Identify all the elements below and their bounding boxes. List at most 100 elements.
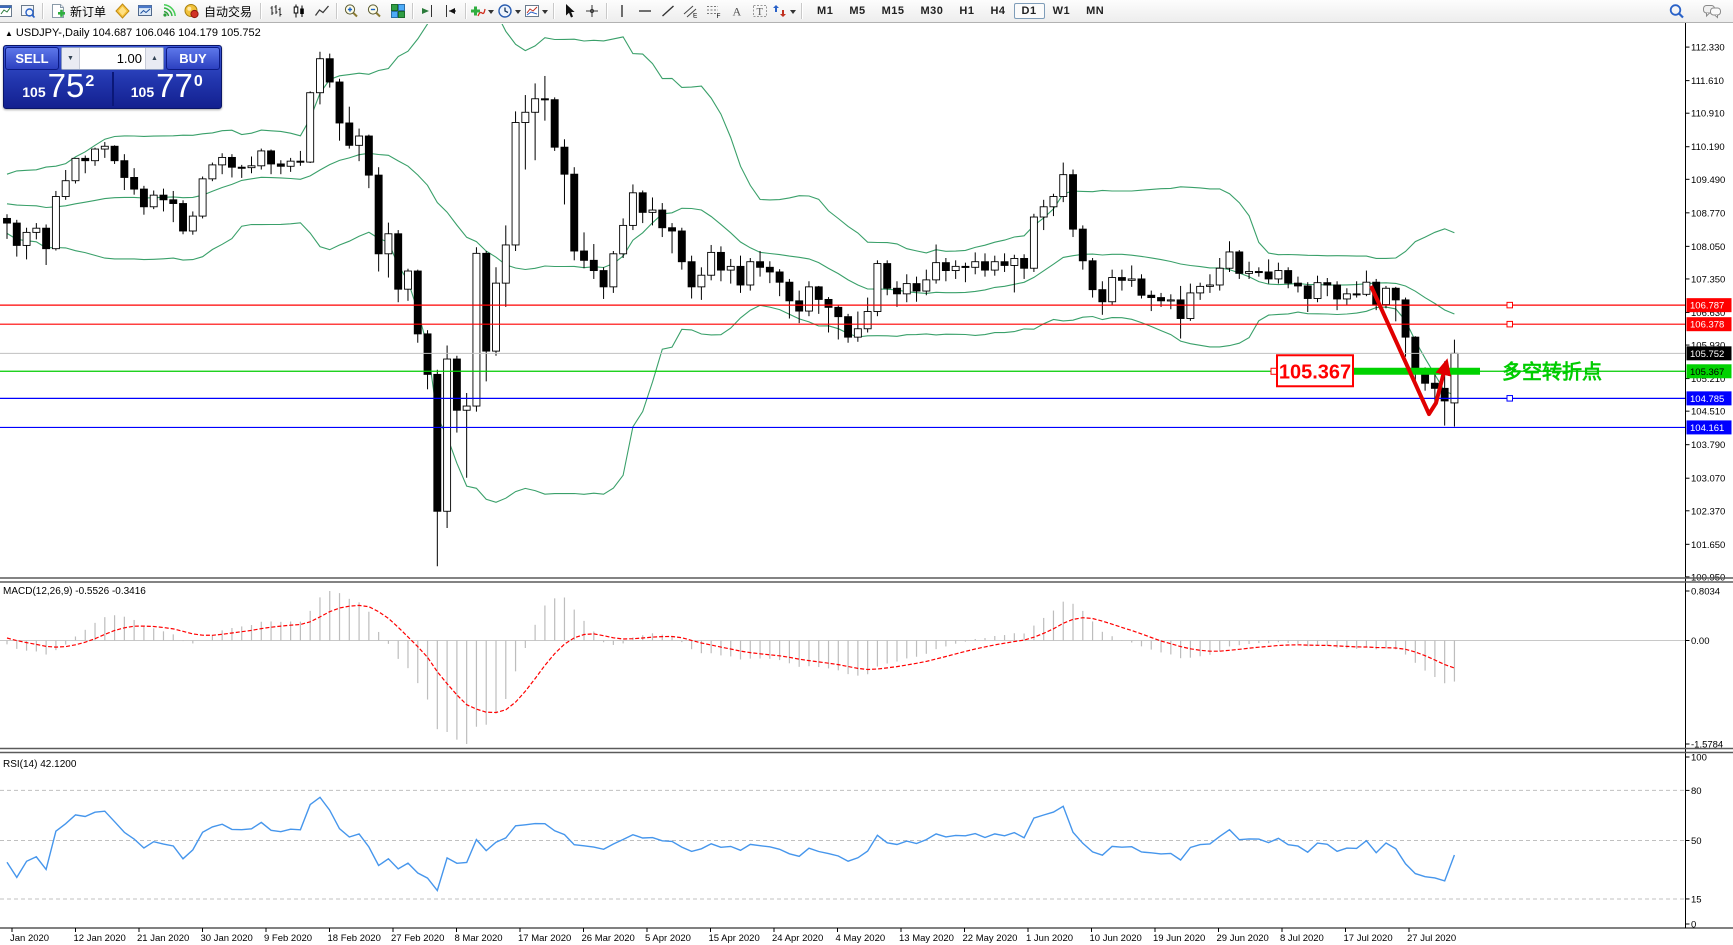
tf-m15[interactable]: M15 bbox=[881, 5, 905, 17]
svg-text:19 Jun 2020: 19 Jun 2020 bbox=[1153, 933, 1205, 944]
svg-text:0.00: 0.00 bbox=[1691, 636, 1710, 647]
tf-mn[interactable]: MN bbox=[1086, 5, 1105, 17]
chat-icon[interactable] bbox=[1700, 1, 1723, 21]
svg-text:8 Mar 2020: 8 Mar 2020 bbox=[455, 933, 503, 944]
volume-input[interactable] bbox=[80, 48, 145, 69]
crosshair-icon[interactable] bbox=[580, 1, 603, 21]
svg-text:104.161: 104.161 bbox=[1690, 423, 1724, 434]
bar-chart-icon[interactable] bbox=[264, 1, 287, 21]
sell-button[interactable]: SELL bbox=[5, 47, 59, 70]
new-order-icon[interactable] bbox=[46, 1, 69, 21]
volume-increase-button[interactable]: ▲ bbox=[145, 48, 163, 69]
svg-text:0: 0 bbox=[1691, 920, 1696, 931]
templates-icon[interactable] bbox=[523, 1, 550, 21]
sell-price-sup: 2 bbox=[85, 73, 95, 90]
autotrading-icon[interactable] bbox=[180, 1, 203, 21]
buy-price-sup: 0 bbox=[193, 73, 203, 90]
buy-price-prefix: 105 bbox=[130, 84, 155, 100]
arrows-icon[interactable] bbox=[771, 1, 798, 21]
svg-text:103.070: 103.070 bbox=[1691, 474, 1725, 485]
cursor-icon[interactable] bbox=[557, 1, 580, 21]
annotations[interactable]: 105.367 多空转折点 bbox=[1270, 285, 1602, 416]
svg-text:9 Feb 2020: 9 Feb 2020 bbox=[264, 933, 312, 944]
chart-shift-icon[interactable] bbox=[439, 1, 462, 21]
svg-text:29 Jun 2020: 29 Jun 2020 bbox=[1217, 933, 1269, 944]
zoom-in-icon[interactable] bbox=[340, 1, 363, 21]
svg-text:0.8034: 0.8034 bbox=[1691, 587, 1720, 598]
sell-price[interactable]: 105 75 2 bbox=[4, 67, 113, 108]
chart-title: ▲ USDJPY-,Daily 104.687 106.046 104.179 1… bbox=[5, 27, 261, 39]
tf-w1[interactable]: W1 bbox=[1052, 5, 1071, 17]
svg-text:24 Apr 2020: 24 Apr 2020 bbox=[772, 933, 823, 944]
new-chart-icon[interactable] bbox=[0, 1, 16, 21]
price-axis: 112.330 111.610 110.910 110.190 109.490 108.7… bbox=[1685, 23, 1732, 928]
new-order-label[interactable]: 新订单 bbox=[70, 4, 107, 19]
main-toolbar: 新订单 自动交易 E F A T M1 M5 bbox=[0, 0, 1733, 23]
auto-scroll-icon[interactable] bbox=[416, 1, 439, 21]
fibonacci-icon[interactable]: F bbox=[702, 1, 725, 21]
svg-text:50: 50 bbox=[1691, 836, 1702, 847]
svg-text:105.210: 105.210 bbox=[1691, 374, 1725, 385]
svg-text:5 Apr 2020: 5 Apr 2020 bbox=[645, 933, 691, 944]
buy-price-big: 77 bbox=[156, 67, 193, 104]
autotrading-label[interactable]: 自动交易 bbox=[204, 4, 253, 19]
tf-m5[interactable]: M5 bbox=[849, 5, 866, 17]
svg-text:4 May 2020: 4 May 2020 bbox=[836, 933, 886, 944]
svg-text:15 Apr 2020: 15 Apr 2020 bbox=[709, 933, 760, 944]
svg-text:106.630: 106.630 bbox=[1691, 308, 1725, 319]
panel-divider bbox=[112, 72, 114, 106]
horizontal-line-icon[interactable] bbox=[633, 1, 656, 21]
trendline-icon[interactable] bbox=[656, 1, 679, 21]
sell-price-prefix: 105 bbox=[22, 84, 46, 100]
zoom-out-icon[interactable] bbox=[363, 1, 386, 21]
svg-text:110.910: 110.910 bbox=[1691, 109, 1725, 120]
svg-text:18 Feb 2020: 18 Feb 2020 bbox=[328, 933, 381, 944]
svg-text:105.367: 105.367 bbox=[1690, 367, 1724, 378]
hline-106.378[interactable] bbox=[0, 320, 1685, 328]
hline-104.785[interactable] bbox=[0, 395, 1685, 402]
tf-m1[interactable]: M1 bbox=[817, 5, 834, 17]
volume-control: ▼ ▲ bbox=[61, 47, 164, 70]
svg-text:103.790: 103.790 bbox=[1691, 440, 1725, 451]
svg-text:112.330: 112.330 bbox=[1691, 43, 1725, 54]
sell-price-big: 75 bbox=[47, 67, 85, 104]
periods-icon[interactable] bbox=[496, 1, 523, 21]
tf-h1[interactable]: H1 bbox=[959, 5, 975, 17]
buy-price[interactable]: 105 77 0 bbox=[113, 67, 222, 108]
rsi-pane bbox=[0, 789, 1685, 900]
text-icon[interactable]: A bbox=[725, 1, 748, 21]
svg-text:17 Jul 2020: 17 Jul 2020 bbox=[1344, 933, 1393, 944]
svg-text:1 Jun 2020: 1 Jun 2020 bbox=[1026, 933, 1073, 944]
text-label-icon[interactable]: T bbox=[748, 1, 771, 21]
equidistant-channel-icon[interactable]: E bbox=[679, 1, 702, 21]
tf-m30[interactable]: M30 bbox=[920, 5, 944, 17]
line-chart-icon[interactable] bbox=[310, 1, 333, 21]
buy-button[interactable]: BUY bbox=[166, 47, 220, 70]
hline-106.787[interactable] bbox=[0, 301, 1685, 309]
svg-text:-1.5784: -1.5784 bbox=[1691, 740, 1723, 751]
price-note-text: 105.367 bbox=[1279, 361, 1351, 383]
candlestick-chart-icon[interactable] bbox=[287, 1, 310, 21]
tf-h4[interactable]: H4 bbox=[990, 5, 1006, 17]
bollinger-bands bbox=[6, 24, 1455, 503]
metaeditor-icon[interactable] bbox=[111, 1, 134, 21]
tf-d1[interactable]: D1 bbox=[1013, 3, 1045, 19]
svg-text:101.650: 101.650 bbox=[1691, 540, 1725, 551]
indicators-icon[interactable] bbox=[469, 1, 496, 21]
svg-text:26 Mar 2020: 26 Mar 2020 bbox=[582, 933, 635, 944]
volume-decrease-button[interactable]: ▼ bbox=[62, 48, 80, 69]
macd-pane bbox=[0, 591, 1685, 744]
terminal-icon[interactable] bbox=[134, 1, 157, 21]
svg-text:21 Jan 2020: 21 Jan 2020 bbox=[137, 933, 189, 944]
vertical-line-icon[interactable] bbox=[610, 1, 633, 21]
tile-windows-icon[interactable] bbox=[386, 1, 409, 21]
macd-label: MACD(12,26,9) -0.5526 -0.3416 bbox=[3, 586, 146, 597]
collapse-arrow-icon[interactable]: ▲ bbox=[5, 29, 13, 38]
search-icon[interactable] bbox=[1665, 1, 1688, 21]
candles bbox=[3, 51, 1459, 567]
svg-text:F: F bbox=[717, 13, 721, 19]
profiles-window-icon[interactable] bbox=[16, 1, 39, 21]
signals-icon[interactable] bbox=[157, 1, 180, 21]
